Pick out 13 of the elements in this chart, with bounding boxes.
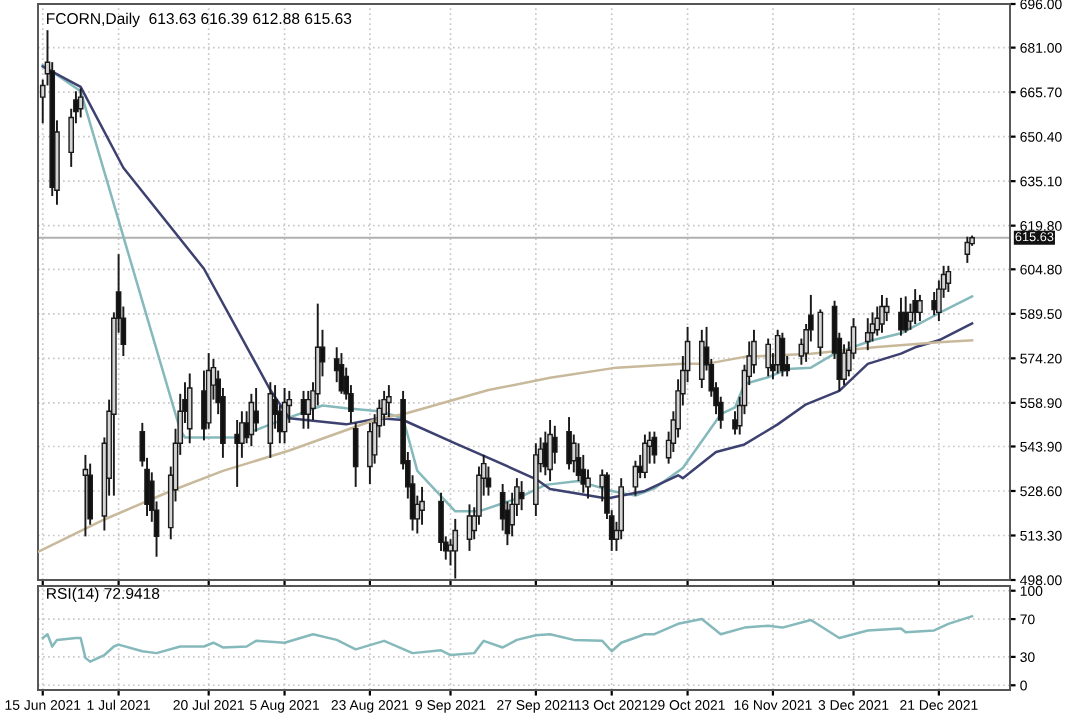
candlestick [547, 419, 553, 483]
candlestick [902, 295, 909, 334]
candlestick [566, 416, 572, 471]
candlestick [912, 288, 918, 325]
candlestick [234, 419, 240, 488]
candlestick [964, 235, 971, 264]
candlestick [898, 296, 904, 337]
candlestick [438, 491, 444, 552]
candlestick [651, 430, 658, 465]
candlestick [305, 389, 312, 430]
candlestick [518, 480, 525, 512]
candlestick [352, 421, 359, 488]
line-series [41, 615, 974, 663]
